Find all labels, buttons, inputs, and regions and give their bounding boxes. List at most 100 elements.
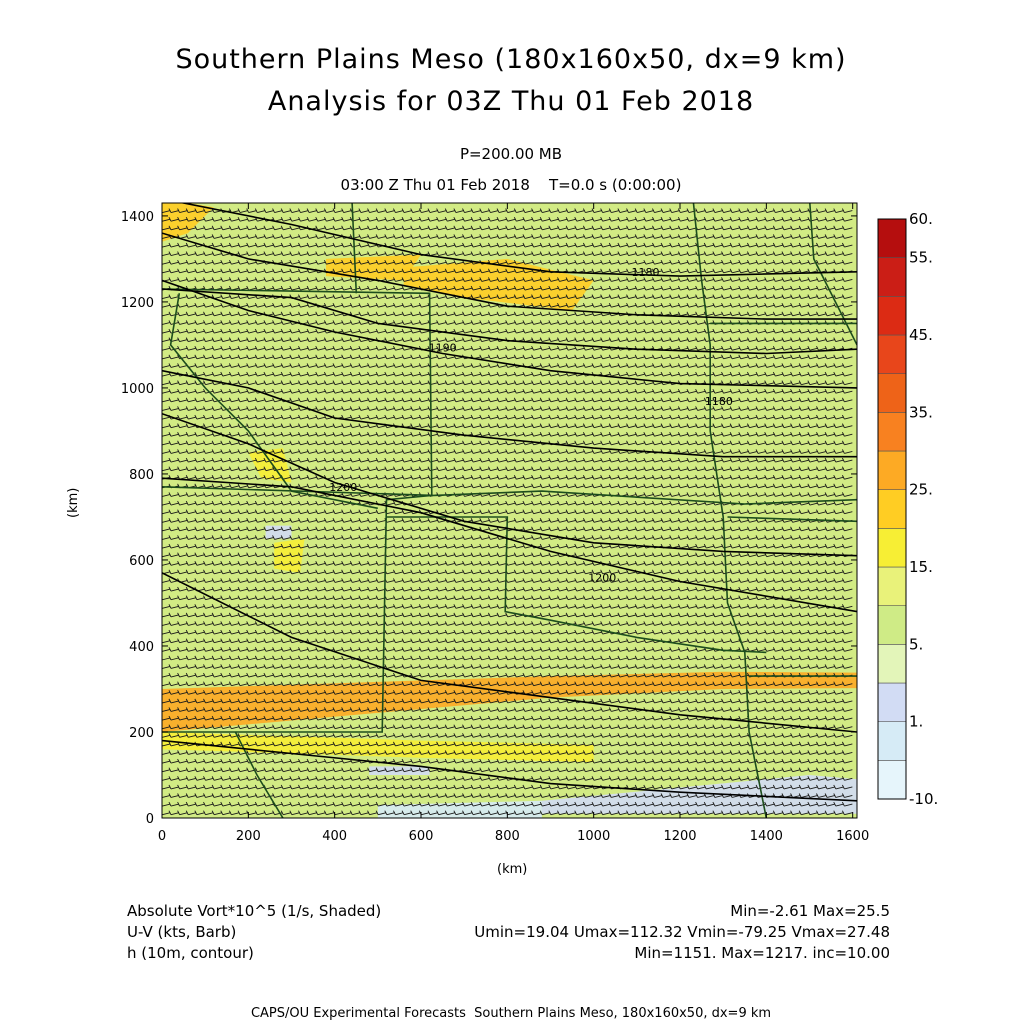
wind-barb-261: [341, 784, 352, 790]
shaded-region-8: [541, 775, 857, 814]
wind-barb-79: [841, 810, 853, 816]
wind-barb-210: [591, 793, 603, 798]
wind-barb-195: [462, 793, 473, 798]
wind-barb-174: [280, 793, 292, 798]
wind-barb-318: [833, 784, 844, 790]
wind-barb-1: [168, 810, 180, 816]
wind-barb-57: [652, 810, 663, 816]
wind-barb-156: [816, 801, 827, 807]
wind-barb-113: [444, 801, 456, 807]
wind-barb-330: [246, 776, 257, 781]
wind-barb-248: [228, 784, 240, 790]
wind-barb-83: [185, 801, 197, 807]
wind-barb-62: [695, 810, 706, 816]
wind-barb-208: [574, 793, 585, 798]
wind-barb-315: [807, 784, 818, 790]
wind-barb-270: [418, 784, 430, 790]
wind-barb-188: [401, 793, 413, 798]
wind-barb-266: [384, 784, 395, 790]
wind-barb-164: [194, 793, 205, 798]
wind-barb-191: [427, 793, 439, 798]
wind-barb-176: [298, 793, 309, 798]
wind-barb-308: [746, 784, 758, 790]
wind-barb-48: [574, 810, 585, 816]
wind-barb-140: [677, 801, 689, 807]
wind-barb-35: [462, 810, 473, 816]
wind-barb-166: [211, 793, 223, 798]
wind-barb-42: [522, 810, 534, 816]
wind-barb-158: [833, 801, 844, 807]
wind-barb-107: [393, 801, 404, 807]
wind-barb-311: [772, 784, 784, 790]
wind-barb-187: [393, 793, 404, 798]
wind-barb-240: [162, 786, 171, 790]
wind-barb-16: [298, 810, 309, 816]
wind-barb-274: [453, 784, 464, 790]
wind-barb-112: [436, 801, 447, 807]
wind-barb-11: [254, 810, 266, 816]
wind-barb-13: [272, 810, 283, 816]
wind-barb-277: [479, 784, 490, 790]
wind-barb-153: [790, 801, 801, 807]
wind-barb-84: [194, 801, 205, 807]
wind-barb-90: [246, 801, 257, 807]
wind-barb-117: [479, 801, 490, 807]
wind-barb-142: [695, 801, 706, 807]
wind-barb-148: [746, 801, 758, 807]
wind-barb-149: [755, 801, 767, 807]
wind-barb-235: [807, 793, 818, 798]
wind-barb-183: [358, 793, 369, 798]
wind-barb-106: [384, 801, 395, 807]
wind-barb-269: [410, 784, 421, 790]
wind-barb-98: [315, 801, 326, 807]
wind-barb-95: [289, 801, 300, 807]
wind-barb-116: [470, 801, 482, 807]
wind-barb-33: [444, 810, 456, 816]
wind-barb-244: [194, 784, 205, 790]
wind-barb-110: [418, 801, 430, 807]
wind-barb-275: [462, 784, 473, 790]
wind-barb-146: [729, 801, 741, 807]
wind-barb-8: [228, 810, 240, 816]
wind-barb-316: [816, 784, 827, 790]
wind-barb-121: [513, 801, 525, 807]
wind-barb-96: [298, 801, 309, 807]
wind-barb-157: [824, 801, 836, 807]
wind-barb-271: [427, 784, 439, 790]
wind-barb-211: [600, 793, 611, 798]
wind-barb-124: [539, 801, 551, 807]
wind-barb-21: [341, 810, 352, 816]
wind-barb-128: [574, 801, 585, 807]
wind-barb-115: [462, 801, 473, 807]
wind-barb-132: [608, 801, 620, 807]
wind-barb-58: [660, 810, 672, 816]
wind-barb-167: [220, 793, 231, 798]
wind-barb-31: [427, 810, 439, 816]
wind-barb-281: [513, 784, 525, 790]
wind-barb-51: [600, 810, 611, 816]
wind-barb-32: [436, 810, 447, 816]
wind-barb-196: [470, 793, 482, 798]
wind-barb-331: [254, 776, 266, 781]
wind-barb-85: [203, 801, 214, 807]
wind-barb-264: [367, 784, 378, 790]
wind-barb-144: [712, 801, 723, 807]
wind-barb-45: [548, 810, 559, 816]
wind-barb-7: [220, 810, 231, 816]
wind-barb-134: [626, 801, 637, 807]
wind-barb-207: [565, 793, 577, 798]
wind-barb-64: [712, 810, 723, 816]
wind-barb-118: [487, 801, 499, 807]
wind-barb-238: [833, 793, 844, 798]
wind-barb-125: [548, 801, 559, 807]
wind-barb-192: [436, 793, 447, 798]
wind-barb-254: [280, 784, 292, 790]
wind-barb-154: [798, 801, 810, 807]
wind-barb-82: [177, 801, 188, 807]
wind-barb-287: [565, 784, 577, 790]
wind-barb-299: [669, 784, 680, 790]
wind-barb-186: [384, 793, 395, 798]
wind-barb-221: [686, 793, 698, 798]
wind-barb-212: [608, 793, 620, 798]
wind-barb-282: [522, 784, 534, 790]
